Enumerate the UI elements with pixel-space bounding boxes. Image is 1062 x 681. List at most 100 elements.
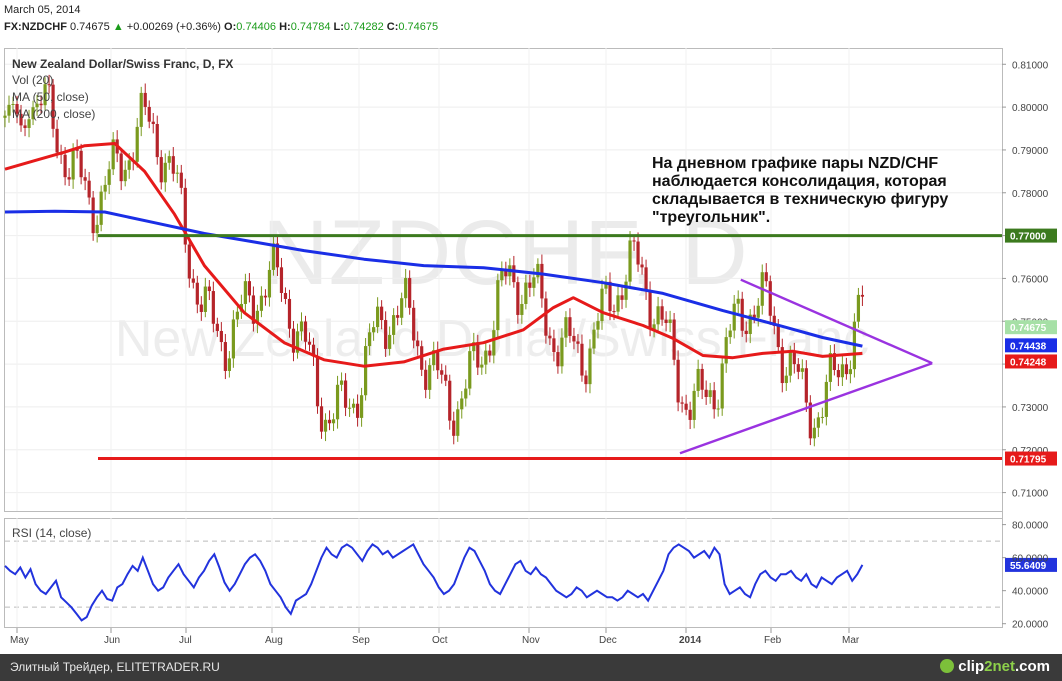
candle-body bbox=[704, 389, 708, 398]
candle-body bbox=[127, 160, 131, 170]
candle-body bbox=[808, 402, 812, 439]
candle-body bbox=[408, 278, 412, 308]
candle-body bbox=[111, 139, 115, 170]
time-tick-label: Dec bbox=[599, 635, 617, 646]
candle-body bbox=[39, 103, 43, 106]
time-tick-label: 2014 bbox=[679, 635, 702, 646]
levels bbox=[98, 234, 1002, 461]
candle-body bbox=[311, 344, 316, 357]
candle-body bbox=[315, 356, 320, 407]
time-tick-label: Aug bbox=[265, 635, 283, 646]
candle-body bbox=[632, 240, 636, 242]
candle-body bbox=[368, 332, 372, 347]
annotation-line-4: "треугольник". bbox=[652, 209, 770, 226]
price-label-box bbox=[1005, 228, 1057, 243]
candle-body bbox=[27, 119, 31, 128]
candle-body bbox=[372, 327, 376, 333]
candle-body bbox=[468, 351, 472, 389]
candle-body bbox=[528, 282, 532, 288]
candle-body bbox=[448, 380, 452, 421]
candle-body bbox=[636, 241, 640, 265]
candle-body bbox=[227, 358, 231, 371]
candle-body bbox=[536, 263, 540, 278]
legend-ma50: MA (50, close) bbox=[12, 90, 89, 104]
candle-body bbox=[3, 115, 7, 118]
candle-body bbox=[147, 106, 151, 122]
candle-body bbox=[420, 346, 424, 370]
candle-body bbox=[63, 154, 67, 178]
header-date: March 05, 2014 bbox=[4, 4, 81, 16]
price-tick-label: 0.81000 bbox=[1012, 60, 1049, 71]
rsi-title: RSI (14, close) bbox=[12, 526, 91, 540]
candle-body bbox=[23, 125, 27, 128]
candle-body bbox=[163, 162, 167, 183]
candle-body bbox=[752, 314, 756, 318]
candle-body bbox=[187, 244, 191, 279]
candle-body bbox=[388, 334, 392, 349]
candle-body bbox=[380, 306, 384, 321]
candle-body bbox=[496, 280, 500, 331]
candle-body bbox=[7, 104, 11, 116]
candle-body bbox=[520, 303, 524, 315]
candle-body bbox=[255, 310, 260, 324]
candle-body bbox=[848, 369, 853, 375]
high-label: H: bbox=[279, 21, 291, 33]
candle-body bbox=[303, 321, 308, 342]
candle-body bbox=[79, 150, 83, 178]
candle-body bbox=[652, 324, 656, 330]
candle-body bbox=[712, 390, 716, 410]
candle-body bbox=[624, 281, 628, 300]
candle-body bbox=[51, 84, 55, 129]
candle-body bbox=[191, 278, 195, 283]
candle-body bbox=[67, 177, 71, 180]
rsi-tick-label: 80.0000 bbox=[1012, 521, 1049, 532]
candle-body bbox=[195, 282, 199, 305]
price-label-box bbox=[1005, 338, 1057, 353]
candle-body bbox=[47, 84, 51, 86]
time-tick-label: Mar bbox=[842, 635, 860, 646]
chart-area[interactable]: NZDCHF, D New Zealand Dollar/Swiss Franc… bbox=[0, 0, 1062, 654]
time-tick-label: Oct bbox=[432, 635, 448, 646]
candle-body bbox=[207, 286, 211, 292]
candle-body bbox=[800, 368, 804, 372]
candle-body bbox=[680, 402, 684, 404]
candle-body bbox=[91, 197, 95, 234]
last-price: 0.74675 bbox=[70, 21, 110, 33]
clip2net-icon bbox=[940, 659, 955, 673]
candle-body bbox=[183, 187, 187, 245]
candle-body bbox=[644, 267, 648, 291]
annotation: На дневном графике пары NZD/CHF наблюдае… bbox=[652, 155, 948, 226]
candle-body bbox=[143, 92, 147, 107]
rsi-panel[interactable] bbox=[4, 518, 1003, 628]
candle-body bbox=[83, 177, 87, 181]
time-tick-label: Nov bbox=[522, 635, 540, 646]
candle-body bbox=[572, 335, 576, 342]
annotation-line-2: наблюдается консолидация, которая bbox=[652, 173, 947, 190]
rsi-value-box bbox=[1005, 557, 1057, 572]
time-tick-label: Jun bbox=[104, 635, 120, 646]
candle-body bbox=[119, 153, 123, 182]
candle-body bbox=[576, 341, 580, 344]
candle-body bbox=[660, 306, 664, 320]
candle-body bbox=[271, 243, 276, 270]
candle-body bbox=[748, 314, 752, 335]
candle-body bbox=[776, 325, 780, 348]
candle-body bbox=[732, 303, 736, 331]
candle-body bbox=[251, 295, 256, 324]
candle-body bbox=[15, 103, 19, 114]
candle-body bbox=[215, 323, 219, 331]
price-panel[interactable] bbox=[4, 48, 1003, 512]
candle-body bbox=[31, 107, 35, 120]
candle-body bbox=[840, 364, 844, 378]
candle-body bbox=[55, 128, 59, 153]
price-tick-label: 0.76000 bbox=[1012, 274, 1049, 285]
candle-body bbox=[792, 352, 796, 365]
indicator-lines bbox=[4, 142, 933, 455]
candle-body bbox=[476, 342, 480, 368]
candle-body bbox=[736, 298, 740, 304]
candle-body bbox=[95, 224, 99, 234]
candle-body bbox=[548, 335, 552, 339]
candle-body bbox=[664, 319, 668, 323]
candle-body bbox=[123, 169, 127, 182]
candle-body bbox=[764, 272, 768, 282]
